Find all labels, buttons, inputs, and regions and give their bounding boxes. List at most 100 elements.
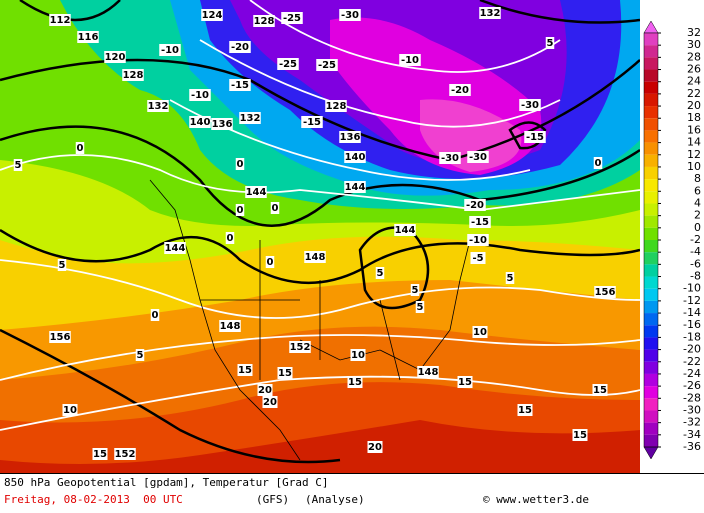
label-box <box>479 7 501 19</box>
colorbar-label: 18 <box>687 111 701 124</box>
contour-label: -10 <box>401 55 419 66</box>
contour-label: -20 <box>451 85 469 96</box>
label-box <box>122 69 144 81</box>
label-box <box>470 252 486 264</box>
contour-line <box>479 0 640 24</box>
label-box <box>150 309 160 321</box>
label-box <box>253 15 275 27</box>
contour-label: 0 <box>272 203 279 214</box>
contour-label: 15 <box>93 449 107 460</box>
colorbar-swatch <box>644 276 658 289</box>
colorbar-swatch <box>644 215 658 228</box>
label-box <box>75 142 85 154</box>
colorbar-swatch <box>644 422 658 435</box>
contour-line <box>508 121 547 150</box>
colorbar-label: 8 <box>694 172 701 185</box>
label-box <box>49 14 71 26</box>
label-box <box>13 159 23 171</box>
colorbar-swatch <box>644 130 658 143</box>
colorbar-label: -10 <box>683 282 701 295</box>
colorbar-swatch <box>644 166 658 180</box>
colorbar-label: 20 <box>687 99 701 112</box>
colorbar-swatch <box>644 434 658 447</box>
label-box <box>344 181 366 193</box>
colorbar-swatch <box>644 81 658 94</box>
label-box <box>467 151 489 163</box>
contour-label: 10 <box>473 327 487 338</box>
border <box>200 240 401 381</box>
label-box <box>592 384 608 396</box>
contour-label: -15 <box>471 217 489 228</box>
colorbar: 32302826242220181614121086420-2-4-6-8-10… <box>643 20 701 460</box>
contour-label: 140 <box>345 152 366 163</box>
label-box <box>77 31 99 43</box>
colorbar-swatch <box>644 288 658 301</box>
label-box <box>301 116 323 128</box>
contour-label: 144 <box>395 225 416 236</box>
contour-line <box>0 58 640 162</box>
coastline <box>149 179 301 461</box>
contour-line <box>0 328 341 464</box>
contour-label: -25 <box>279 59 297 70</box>
colorbar-swatch <box>644 142 658 155</box>
label-box <box>517 404 533 416</box>
label-box <box>417 366 439 378</box>
label-box <box>339 131 361 143</box>
colorbar-swatch <box>644 45 658 58</box>
colorbar-swatch <box>644 349 658 362</box>
contour-label: -10 <box>161 45 179 56</box>
label-box <box>219 320 241 332</box>
contour-label: 0 <box>595 158 602 169</box>
label-box <box>410 284 420 296</box>
label-box <box>519 99 541 111</box>
contour-label: 5 <box>417 302 424 313</box>
label-box <box>225 232 235 244</box>
contour-line <box>19 0 121 22</box>
contour-label: 120 <box>105 52 126 63</box>
label-box <box>92 448 108 460</box>
colorbar-swatch <box>644 325 658 338</box>
colorbar-label: 12 <box>687 148 701 161</box>
contour-label: 20 <box>368 442 382 453</box>
contour-label: -5 <box>472 253 483 264</box>
label-box <box>347 376 363 388</box>
contour-label: 148 <box>220 321 241 332</box>
colorbar-label: -34 <box>683 428 701 441</box>
colorbar-swatch <box>644 373 658 387</box>
label-box <box>257 384 273 396</box>
contour-label: -10 <box>191 90 209 101</box>
contour-label: -15 <box>526 132 544 143</box>
contour-label: 10 <box>351 350 365 361</box>
contour-label: 144 <box>246 187 267 198</box>
contour-label: 132 <box>240 113 261 124</box>
colorbar-label: 6 <box>694 184 701 197</box>
map-date: Freitag, 08-02-2013 00 UTC <box>4 493 183 506</box>
colorbar-swatch <box>644 154 658 167</box>
colorbar-label: 28 <box>687 50 701 63</box>
label-box <box>114 448 136 460</box>
contour-label: 10 <box>63 405 77 416</box>
label-box <box>62 404 78 416</box>
label-box <box>449 84 471 96</box>
contour-label: 144 <box>165 243 186 254</box>
label-box <box>594 286 616 298</box>
contour-label: 5 <box>507 273 514 284</box>
contour-label: 0 <box>237 159 244 170</box>
contour-label: 5 <box>377 268 384 279</box>
label-box <box>289 341 311 353</box>
contour-label: 156 <box>595 287 616 298</box>
colorbar-swatch <box>644 33 658 46</box>
map-title: 850 hPa Geopotential [gpdam], Temperatur… <box>4 476 329 489</box>
contour-label: 5 <box>412 285 419 296</box>
label-box <box>211 118 233 130</box>
contour-label: -15 <box>303 117 321 128</box>
contour-label: 15 <box>238 365 252 376</box>
label-box <box>159 44 181 56</box>
label-box <box>239 112 261 124</box>
colorbar-label: -28 <box>683 391 701 404</box>
contour-label: 0 <box>227 233 234 244</box>
contour-label: 128 <box>123 70 144 81</box>
colorbar-label: -24 <box>683 367 701 380</box>
